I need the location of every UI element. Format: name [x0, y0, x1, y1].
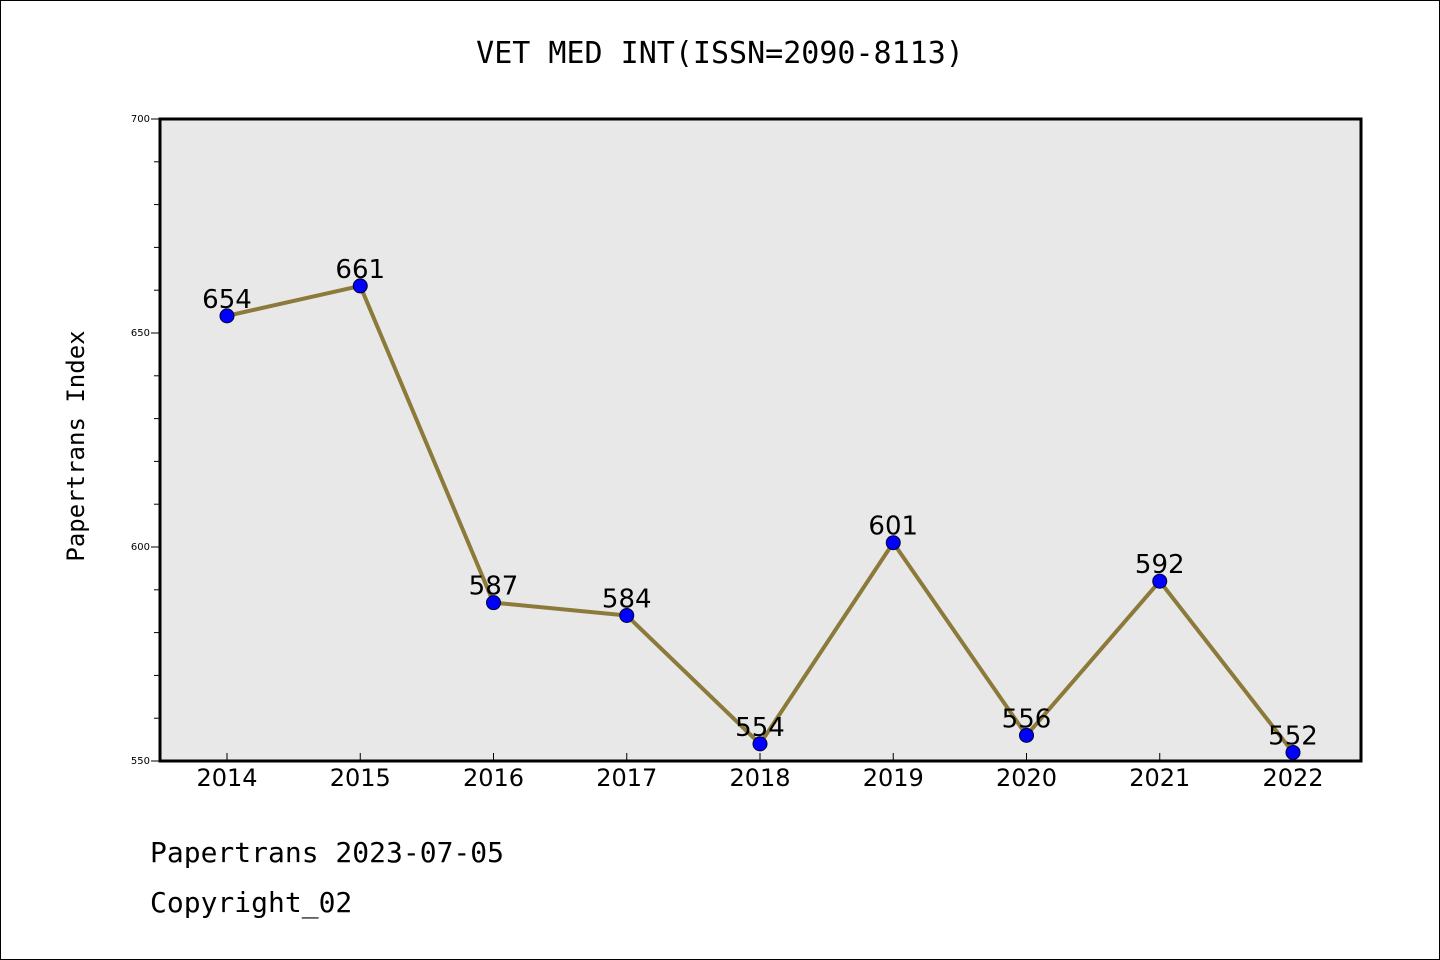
data-label: 592 [1135, 550, 1185, 580]
data-point [1152, 573, 1168, 589]
data-markers [219, 278, 1301, 760]
x-tick-label: 2020 [996, 764, 1057, 792]
data-label: 556 [1002, 704, 1052, 734]
data-point [752, 736, 768, 752]
data-label: 601 [868, 512, 918, 542]
data-point [619, 607, 635, 623]
y-tick-label: 550 [131, 756, 150, 767]
footer-copyright: Copyright_02 [150, 886, 353, 919]
data-label: 552 [1268, 721, 1318, 751]
x-tick-label: 2015 [330, 764, 391, 792]
y-tick-label: 600 [131, 542, 150, 553]
data-labels: 654 661 587 584 554 601 556 592 552 [202, 255, 1318, 752]
chart-title: VET MED INT(ISSN=2090-8113) [476, 36, 964, 71]
data-label: 584 [602, 584, 652, 614]
data-point [885, 535, 901, 551]
data-point [486, 595, 501, 611]
x-tick-label: 2022 [1262, 764, 1323, 792]
y-tick-label: 700 [131, 114, 150, 125]
data-label: 587 [469, 572, 519, 602]
data-point [1019, 727, 1034, 743]
x-tick-label: 2016 [463, 764, 524, 792]
x-tick-label: 2018 [729, 764, 790, 792]
plot-area [158, 117, 1363, 763]
footer-source: Papertrans 2023-07-05 [150, 836, 505, 869]
x-tick-label: 2014 [196, 764, 257, 792]
data-point [1285, 744, 1301, 760]
data-label: 554 [735, 713, 785, 743]
x-tick-label: 2021 [1129, 764, 1190, 792]
y-tick-label: 650 [131, 328, 150, 339]
data-label: 661 [335, 255, 385, 285]
x-tick-label: 2017 [596, 764, 657, 792]
x-tick-label: 2019 [863, 764, 924, 792]
data-point [352, 278, 368, 294]
y-axis-ticks: 550 600 650 700 [131, 114, 160, 767]
x-axis-ticks: 2014 2015 2016 2017 2018 2019 2020 2021 2022 [196, 753, 1324, 792]
data-point [219, 308, 235, 324]
data-label: 654 [202, 285, 252, 315]
